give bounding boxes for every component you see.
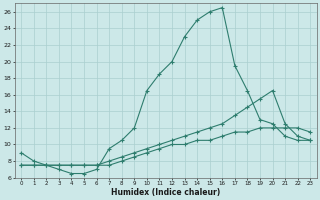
X-axis label: Humidex (Indice chaleur): Humidex (Indice chaleur) — [111, 188, 220, 197]
